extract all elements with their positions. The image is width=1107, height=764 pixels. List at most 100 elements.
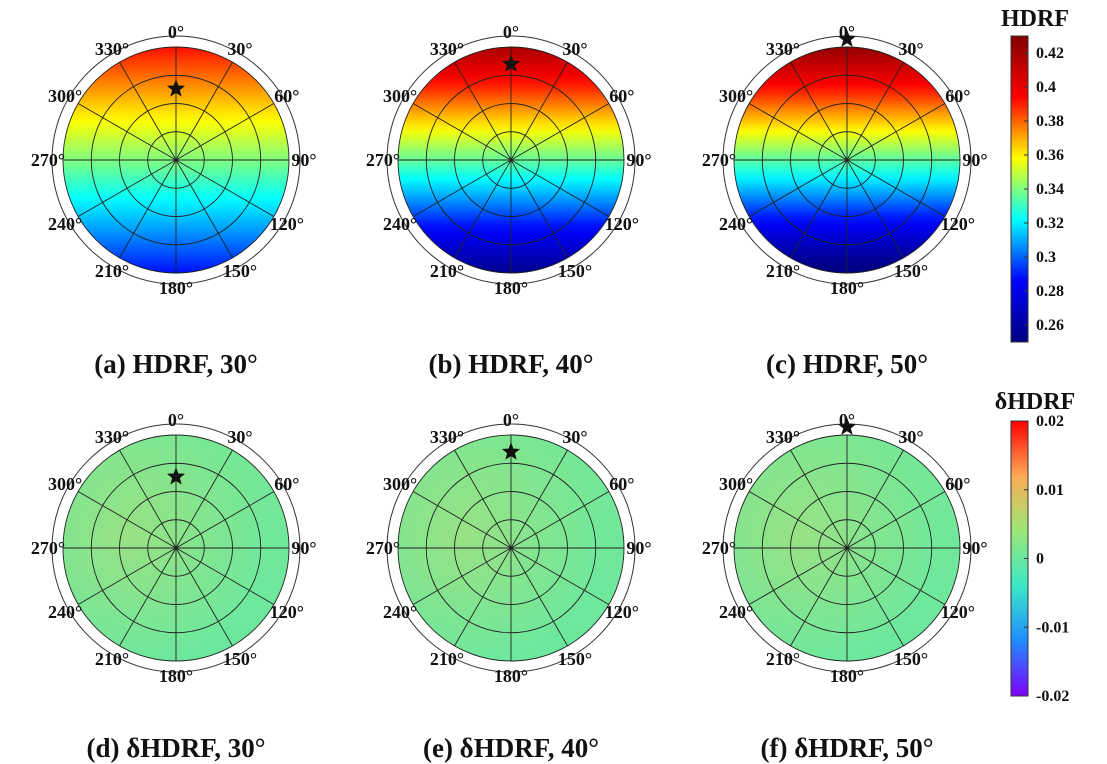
azimuth-spoke [175,547,275,605]
azimuth-tick-label: 30° [898,39,923,59]
panel-caption: (b) HDRF, 40° [428,349,593,379]
panel-caption: (f) δHDRF, 50° [760,733,933,763]
azimuth-tick-label: 300° [383,86,417,106]
azimuth-spoke [846,491,946,549]
azimuth-tick-label: 180° [830,666,864,686]
sun-position-star [501,54,521,72]
azimuth-tick-label: 240° [719,602,753,622]
azimuth-tick-label: 210° [766,649,800,669]
sun-position-star [166,467,186,485]
sun-position-star [837,417,857,435]
azimuth-spoke [748,491,848,549]
azimuth-tick-label: 270° [31,150,65,170]
colorbar-hdrf: HDRF 0.42 0.4 0.38 0.36 0.34 0.32 0.3 0.28 0.26 [1001,6,1069,343]
azimuth-tick-label: 30° [562,39,587,59]
colorbar-title: δHDRF [995,389,1075,415]
azimuth-tick-label: 270° [366,538,400,558]
azimuth-tick-label: 180° [159,666,193,686]
colorbars: HDRF 0.42 0.4 0.38 0.36 0.34 0.32 0.3 0.28 0.26 δH… [995,6,1075,705]
azimuth-tick-label: 150° [894,261,928,281]
azimuth-spoke [119,61,177,161]
polar-plot-f: 0°30°60°90°120°150°180°210°240°270°300°3… [702,410,988,686]
azimuth-spoke [510,159,568,259]
azimuth-spoke [175,491,275,549]
azimuth-tick-label: 180° [494,278,528,298]
azimuth-spoke [790,159,848,259]
polar-plot-d: 0° 30° 60° 90° 120° 150° 180° 210° 240° 270° 300° 3… [31,410,317,686]
azimuth-spoke [77,547,177,605]
azimuth-tick-label: 0° [503,22,519,42]
azimuth-spoke [77,103,177,161]
azimuth-spoke [510,159,610,217]
azimuth-tick-label: 0° [503,410,519,430]
azimuth-tick-label: 0° [168,22,184,42]
azimuth-tick-label: 30° [227,427,252,447]
azimuth-tick-label: 300° [383,474,417,494]
azimuth-tick-label: 60° [274,474,299,494]
colorbar-tick-label: -0.02 [1036,688,1069,705]
azimuth-tick-label: 330° [430,39,464,59]
colorbar-tick-label: 0.02 [1036,413,1064,430]
panel-caption: (a) HDRF, 30° [94,349,258,379]
azimuth-tick-label: 330° [95,427,129,447]
azimuth-spoke [175,61,233,161]
azimuth-tick-label: 330° [766,427,800,447]
azimuth-spoke [510,547,610,605]
azimuth-spoke [77,491,177,549]
azimuth-tick-label: 30° [227,39,252,59]
azimuth-spoke [748,159,848,217]
azimuth-spoke [454,547,512,647]
azimuth-tick-label: 120° [270,602,304,622]
azimuth-tick-label: 120° [941,214,975,234]
azimuth-tick-label: 270° [366,150,400,170]
azimuth-tick-label: 150° [558,649,592,669]
azimuth-tick-label: 120° [605,602,639,622]
azimuth-spoke [175,159,233,259]
azimuth-tick-label: 270° [702,150,736,170]
azimuth-tick-label: 60° [274,86,299,106]
azimuth-spoke [510,449,568,549]
polar-plot-e: 0° 30° 60° 90° 120° 150° 180° 210° 240° 270° 300° 3… [366,410,652,686]
azimuth-tick-label: 90° [291,538,316,558]
colorbar-tick-label: 0.32 [1036,215,1064,232]
azimuth-spoke [454,159,512,259]
colorbar-tick-label: 0.36 [1036,147,1064,164]
azimuth-tick-label: 90° [626,538,651,558]
colorbar-tick-label: 0.01 [1036,482,1064,499]
colorbar-tick-label: 0.4 [1036,79,1056,96]
azimuth-tick-label: 150° [894,649,928,669]
azimuth-spoke [748,103,848,161]
azimuth-spoke [412,491,512,549]
panel-caption: (c) HDRF, 50° [766,349,928,379]
azimuth-spoke [454,61,512,161]
azimuth-spoke [412,547,512,605]
azimuth-spoke [454,449,512,549]
colorbar-tick-label: -0.01 [1036,619,1069,636]
azimuth-tick-label: 180° [494,666,528,686]
azimuth-spoke [790,449,848,549]
azimuth-spoke [846,61,904,161]
polar-plot-b: 0° 30° 60° 90° 120° 150° 180° 210° 240° 270° 300° 3… [366,22,652,298]
azimuth-spoke [77,159,177,217]
azimuth-spoke [510,491,610,549]
polar-panels: 0° 30° 60° 90° 120° 150° 180° 210° 240° 270° 300° 3… [31,22,988,686]
azimuth-tick-label: 240° [383,602,417,622]
azimuth-tick-label: 300° [719,474,753,494]
azimuth-tick-label: 300° [719,86,753,106]
azimuth-tick-label: 330° [430,427,464,447]
azimuth-spoke [846,103,946,161]
panel-caption: (d) δHDRF, 30° [86,733,265,763]
colorbar-tick-label: 0.28 [1036,283,1064,300]
azimuth-spoke [119,547,177,647]
sun-position-star [501,442,521,460]
colorbar-tick-label: 0.26 [1036,317,1064,334]
azimuth-spoke [119,159,177,259]
azimuth-tick-label: 300° [48,86,82,106]
azimuth-tick-label: 90° [291,150,316,170]
azimuth-tick-label: 300° [48,474,82,494]
azimuth-tick-label: 240° [48,214,82,234]
colorbar-tick-label: 0.3 [1036,249,1056,266]
azimuth-tick-label: 60° [609,474,634,494]
